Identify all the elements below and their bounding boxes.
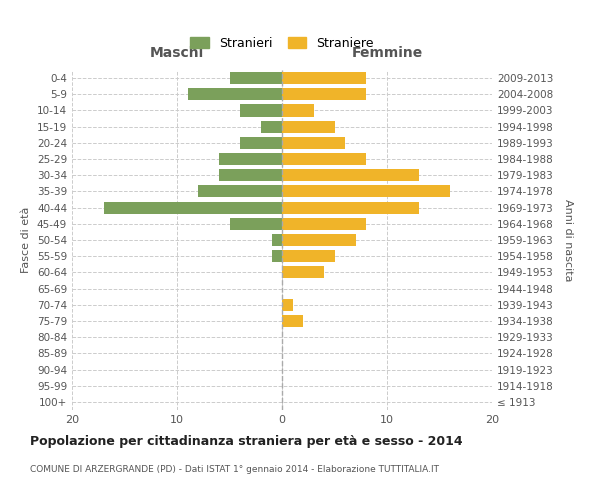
- Bar: [271, 250, 282, 262]
- Bar: [282, 120, 335, 132]
- Bar: [282, 250, 335, 262]
- Bar: [219, 169, 282, 181]
- Bar: [229, 72, 282, 84]
- Bar: [282, 104, 314, 117]
- Bar: [282, 137, 345, 149]
- Bar: [282, 202, 419, 213]
- Text: COMUNE DI ARZERGRANDE (PD) - Dati ISTAT 1° gennaio 2014 - Elaborazione TUTTITALI: COMUNE DI ARZERGRANDE (PD) - Dati ISTAT …: [30, 465, 439, 474]
- Y-axis label: Fasce di età: Fasce di età: [22, 207, 31, 273]
- Bar: [282, 298, 293, 311]
- Bar: [282, 234, 355, 246]
- Bar: [240, 137, 282, 149]
- Bar: [219, 153, 282, 165]
- Text: Popolazione per cittadinanza straniera per età e sesso - 2014: Popolazione per cittadinanza straniera p…: [30, 435, 463, 448]
- Bar: [198, 186, 282, 198]
- Bar: [187, 88, 282, 101]
- Bar: [271, 234, 282, 246]
- Bar: [282, 315, 303, 327]
- Bar: [282, 266, 324, 278]
- Bar: [282, 169, 419, 181]
- Legend: Stranieri, Straniere: Stranieri, Straniere: [185, 32, 379, 55]
- Bar: [104, 202, 282, 213]
- Bar: [282, 218, 366, 230]
- Bar: [282, 72, 366, 84]
- Text: Femmine: Femmine: [352, 46, 422, 60]
- Text: Maschi: Maschi: [150, 46, 204, 60]
- Bar: [282, 153, 366, 165]
- Bar: [282, 88, 366, 101]
- Bar: [282, 186, 450, 198]
- Bar: [261, 120, 282, 132]
- Y-axis label: Anni di nascita: Anni di nascita: [563, 198, 573, 281]
- Bar: [229, 218, 282, 230]
- Bar: [240, 104, 282, 117]
